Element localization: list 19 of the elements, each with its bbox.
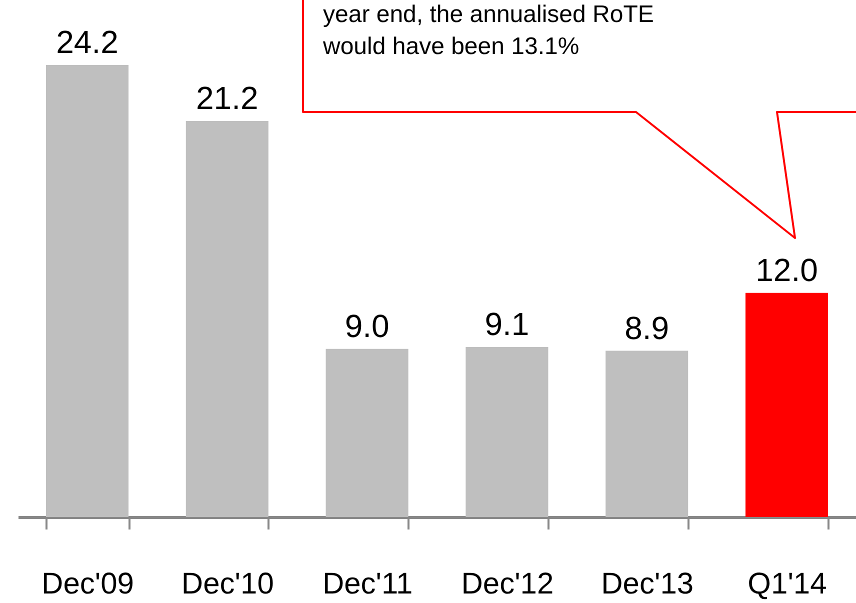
- bar: [186, 121, 268, 517]
- x-tick-label: Dec'11: [322, 568, 413, 600]
- data-label: 12.0: [756, 252, 818, 288]
- x-tick-label: Dec'13: [601, 568, 694, 600]
- data-label: 9.0: [344, 308, 390, 344]
- bar: [606, 350, 688, 517]
- data-label: 9.1: [484, 306, 530, 342]
- bar: [745, 292, 828, 517]
- data-label: 24.2: [56, 24, 118, 60]
- bar: [466, 347, 548, 517]
- bar: [46, 65, 129, 517]
- text: year end, the annualised RoTE would have been 13.1%: [322, 1, 654, 60]
- data-label: 21.2: [196, 80, 258, 116]
- bar: [326, 348, 408, 517]
- x-tick-label: Q1'14: [748, 568, 827, 600]
- x-tick-label: Dec'10: [181, 568, 274, 600]
- data-label: 8.9: [624, 310, 670, 346]
- x-tick-label: Dec'09: [42, 568, 134, 600]
- x-tick-label: Dec'12: [461, 568, 554, 600]
